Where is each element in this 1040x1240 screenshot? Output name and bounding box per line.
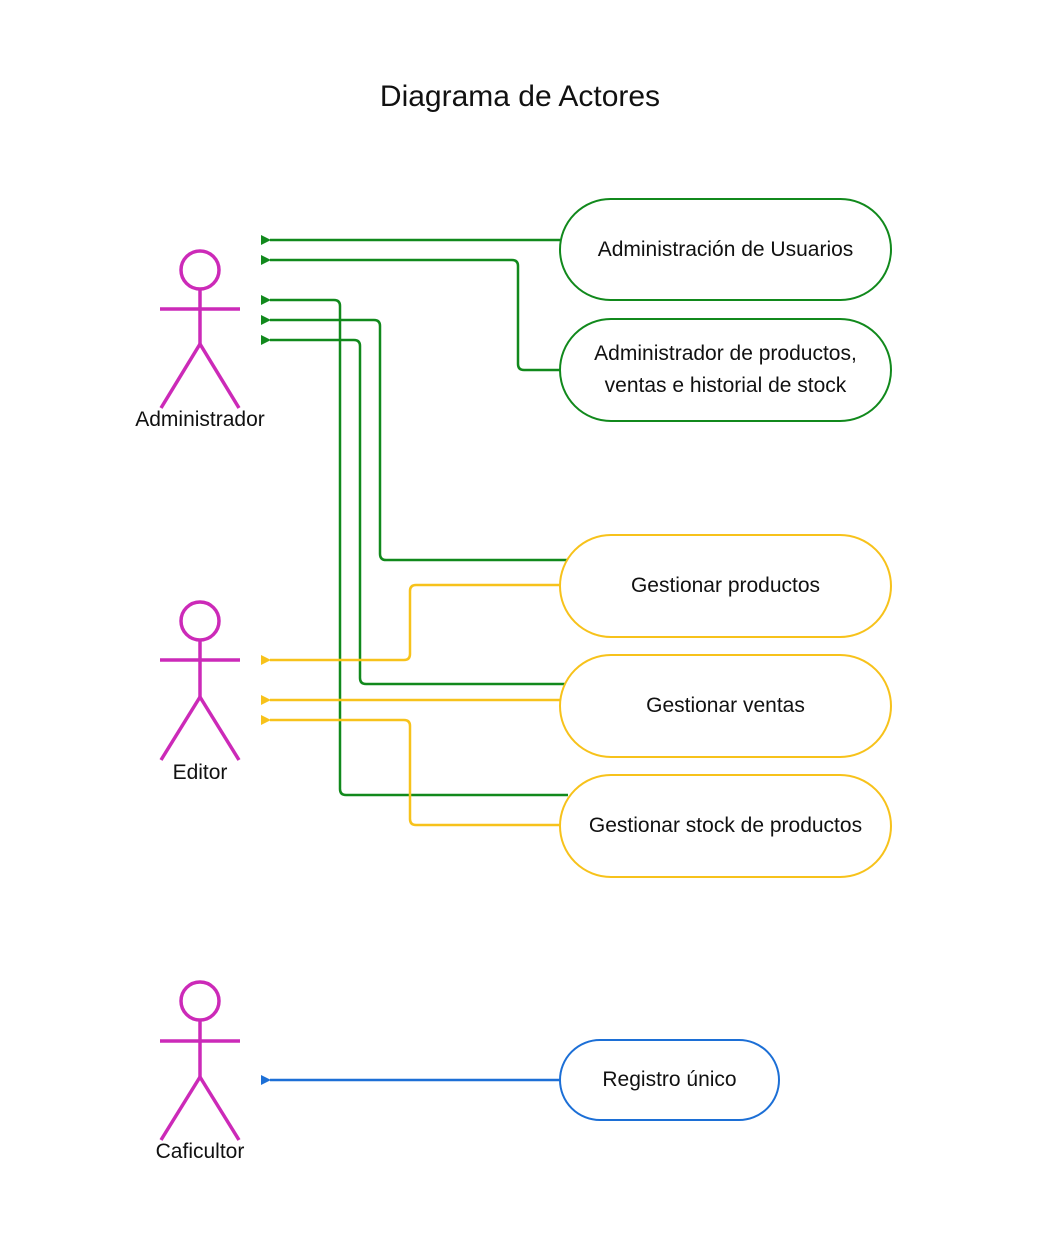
usecase-admin-usuarios[interactable]: Administración de Usuarios [559,198,892,301]
usecase-gestionar-stock[interactable]: Gestionar stock de productos [559,774,892,878]
connector-gestionar-productos-to-administrador [261,315,568,562]
usecase-gestionar-stock-label: Gestionar stock de productos [588,814,863,837]
usecase-gestionar-productos[interactable]: Gestionar productos [559,534,892,638]
connector-gestionar-ventas-to-administrador [261,335,566,686]
usecase-registro-unico[interactable]: Registro único [559,1039,780,1121]
actor-administrador-label: Administrador [135,408,265,431]
actor-editor-figure [159,600,241,761]
usecase-admin-usuarios-label: Administración de Usuarios [597,237,854,261]
actor-caficultor-figure [159,980,241,1141]
actor-caficultor-label: Caficultor [155,1140,245,1163]
usecase-admin-productos[interactable]: Administrador de productos, ventas e his… [559,318,892,422]
actor-administrador-figure [159,249,241,409]
usecase-admin-productos-label: Administrador de productos, ventas e his… [594,342,857,397]
usecase-gestionar-ventas-label: Gestionar ventas [646,694,805,717]
actor-editor-label: Editor [172,761,228,784]
connector-admin-productos-to-administrador [261,255,560,372]
diagram-title: Diagrama de Actores [379,80,661,113]
connector-gestionar-stock-to-editor [261,715,560,827]
usecase-registro-unico-label: Registro único [602,1068,737,1091]
usecase-gestionar-productos-label: Gestionar productos [630,574,821,597]
connector-gestionar-productos-to-editor [261,583,560,665]
usecase-gestionar-ventas[interactable]: Gestionar ventas [559,654,892,758]
connector-gestionar-stock-to-administrador [261,295,568,797]
